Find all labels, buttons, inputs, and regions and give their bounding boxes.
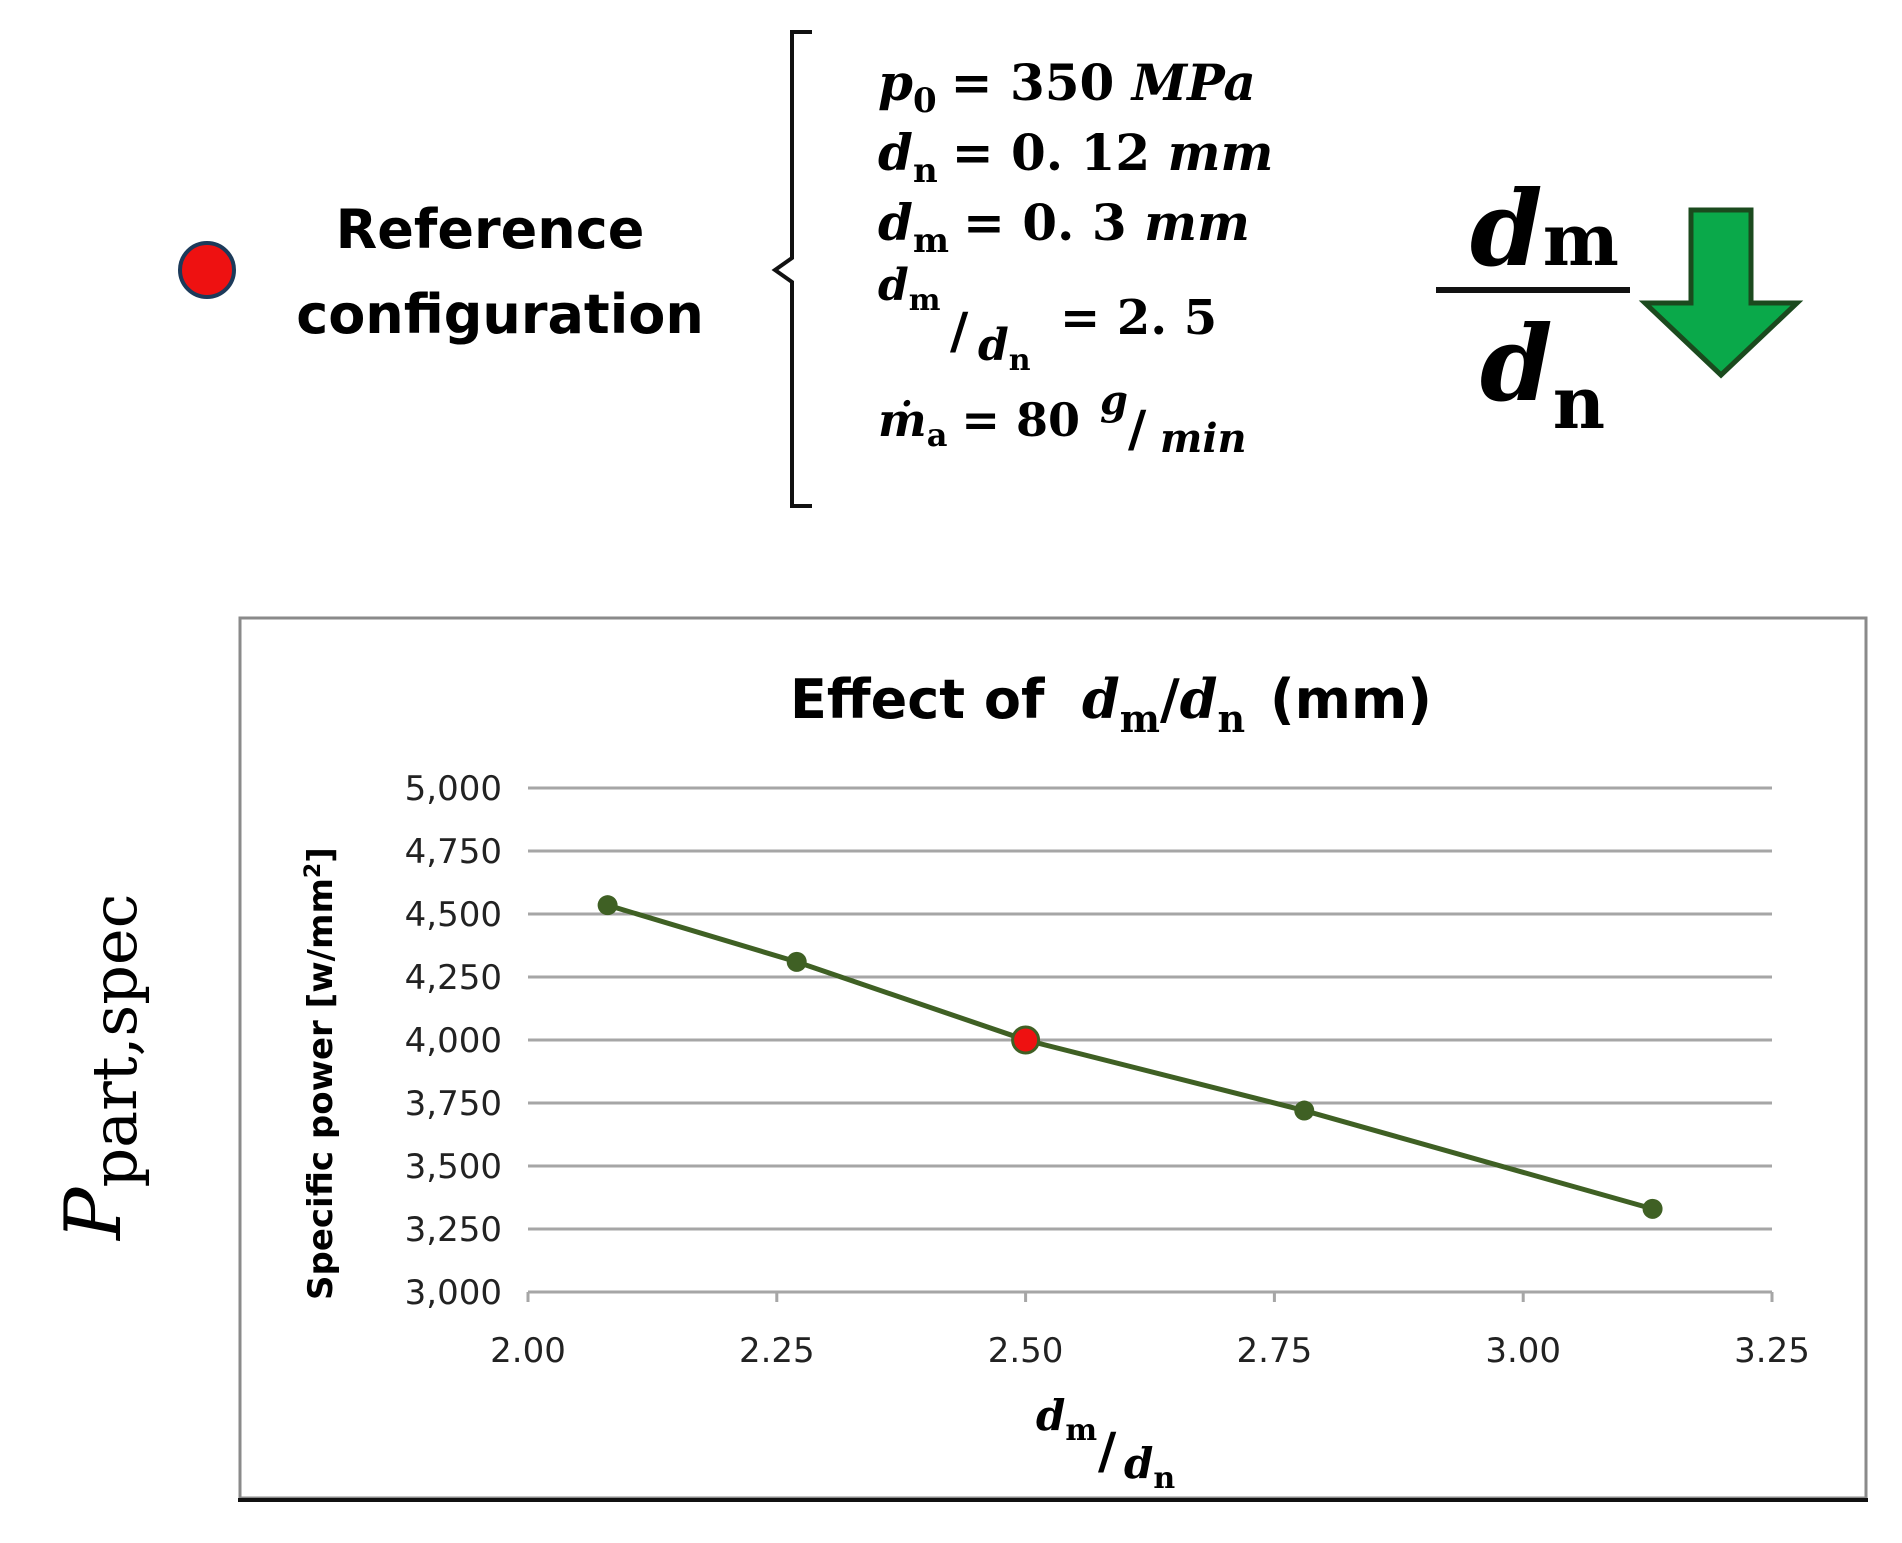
svg-text:dm: dm: [1470, 167, 1619, 290]
ma-unit-den: min: [1160, 415, 1247, 462]
ma-subscript: a: [927, 416, 948, 454]
big-ratio: dm dn: [1436, 167, 1804, 445]
svg-text:Specific power [w/mm2]: Specific power [w/mm2]: [301, 847, 341, 1300]
svg-text:/: /: [1128, 399, 1147, 458]
data-series: [597, 895, 1663, 1219]
y-axis-label: Specific power [w/mm2]: [301, 847, 341, 1300]
data-point: [786, 951, 807, 972]
p0-value: = 350: [951, 53, 1132, 112]
dm-symbol: d: [878, 193, 913, 252]
chart-title-prefix: Effect of: [790, 668, 1045, 731]
ratio-num-subscript: m: [909, 283, 941, 318]
p0-symbol: p: [878, 53, 913, 112]
x-axis-den-subscript: n: [1153, 1461, 1175, 1496]
x-axis-den-symbol: d: [1124, 1439, 1153, 1488]
y-tick-label: 4,500: [405, 895, 502, 935]
y-tick-label: 4,750: [405, 832, 502, 872]
data-point: [597, 895, 618, 916]
svg-text:ṁa= 80: ṁa = 80: [878, 393, 1080, 454]
y-tick-label: 5,000: [405, 769, 502, 809]
grid-lines: [526, 786, 1774, 1302]
reference-marker-icon: [178, 241, 236, 299]
decrease-arrow-icon: [1638, 207, 1804, 379]
y-tick-label: 4,000: [405, 1021, 502, 1061]
big-ratio-num-symbol: d: [1470, 167, 1543, 290]
y-tick-label: 3,750: [405, 1084, 502, 1124]
x-tick-label: 2.00: [490, 1331, 566, 1371]
y-tick-labels: 3,000 3,250 3,500 3,750 4,000 4,250 4,500 4,750…: [405, 769, 502, 1313]
chart-title-suffix: (mm): [1270, 668, 1432, 731]
reference-label-line2: configuration: [296, 283, 704, 346]
y-axis-label-sup: 2: [301, 863, 326, 878]
ratio-num-symbol: d: [878, 260, 909, 311]
svg-text:/: /: [1098, 1421, 1117, 1480]
big-ratio-num-subscript: m: [1543, 197, 1619, 282]
x-tick-labels: 2.00 2.25 2.50 2.75 3.00 3.25: [490, 1331, 1810, 1371]
svg-text:/: /: [950, 301, 969, 360]
x-tick-label: 2.50: [988, 1331, 1064, 1371]
dm-subscript: m: [913, 221, 949, 261]
chart-title-den-symbol: d: [1180, 667, 1218, 731]
x-tick-label: 2.75: [1237, 1331, 1313, 1371]
param-dm: dm = 0. 3 mm: [878, 193, 1250, 261]
y-axis-label-text: Specific power [w/mm: [301, 878, 341, 1300]
ratio-den-symbol: d: [978, 320, 1009, 371]
chart-title-num-subscript: m: [1120, 696, 1160, 741]
dm-value: = 0. 3: [963, 193, 1144, 252]
y-tick-label: 3,000: [405, 1273, 502, 1313]
y-tick-label: 3,500: [405, 1147, 502, 1187]
svg-text:dn: dn: [978, 320, 1031, 378]
param-dn: dn = 0. 12 mm: [878, 123, 1273, 191]
x-axis-num-subscript: m: [1065, 1413, 1097, 1448]
chart-title-num-symbol: d: [1082, 667, 1120, 731]
param-mass-flow: ṁa = 80 g / min: [878, 377, 1247, 462]
x-axis-label: dm / dn: [1036, 1391, 1175, 1496]
y-tick-label: 4,250: [405, 958, 502, 998]
brace-icon: [771, 30, 812, 508]
param-ratio: dm / dn = 2. 5: [878, 260, 1217, 378]
ratio-den-subscript: n: [1009, 343, 1031, 378]
svg-text:dm: dm: [1036, 1391, 1097, 1448]
svg-text:dn= 0. 12 mm: dn = 0. 12 mm: [878, 123, 1273, 191]
dn-symbol: d: [878, 123, 913, 182]
x-axis-num-symbol: d: [1036, 1391, 1065, 1440]
reference-label-line1: Reference: [336, 198, 645, 261]
big-ratio-den-symbol: d: [1480, 302, 1553, 425]
svg-text:p0= 350 MPa: p0 = 350 MPa: [878, 53, 1256, 121]
ma-value: = 80: [961, 393, 1080, 447]
big-ratio-den-subscript: n: [1553, 360, 1605, 445]
svg-text:dm: dm: [878, 260, 941, 318]
dn-unit: mm: [1168, 123, 1274, 182]
side-label-symbol: P: [49, 1186, 139, 1242]
svg-text:dm/dn: dm/dn: [1082, 667, 1245, 741]
dn-subscript: n: [913, 151, 938, 191]
reference-point: [1011, 1025, 1041, 1055]
p0-unit: MPa: [1130, 53, 1256, 112]
svg-text:Ppart,spec: Ppart,spec: [49, 894, 151, 1242]
y-axis-label-end: ]: [301, 847, 341, 863]
chart-title-den-subscript: n: [1217, 696, 1245, 741]
svg-text:dm= 0. 3 mm: dm = 0. 3 mm: [878, 193, 1250, 261]
x-tick-label: 2.25: [739, 1331, 815, 1371]
ratio-value: = 2. 5: [1060, 290, 1217, 346]
x-tick-label: 3.00: [1485, 1331, 1561, 1371]
data-point: [1294, 1100, 1315, 1121]
chart-title: Effect of dm/dn (mm): [790, 667, 1432, 741]
data-point: [1642, 1198, 1663, 1219]
svg-text:dn: dn: [1124, 1439, 1175, 1496]
x-tick-label: 3.25: [1734, 1331, 1810, 1371]
y-tick-label: 3,250: [405, 1210, 502, 1250]
svg-text:dn: dn: [1480, 302, 1605, 445]
side-label-subscript: part,spec: [78, 894, 151, 1188]
ma-symbol: ṁ: [878, 393, 927, 447]
side-label: Ppart,spec: [49, 894, 151, 1242]
ma-unit-num: g: [1100, 377, 1128, 424]
dm-unit: mm: [1144, 193, 1250, 252]
param-p0: p0 = 350 MPa: [878, 53, 1256, 121]
p0-subscript: 0: [913, 81, 937, 121]
dn-value: = 0. 12: [952, 123, 1168, 182]
